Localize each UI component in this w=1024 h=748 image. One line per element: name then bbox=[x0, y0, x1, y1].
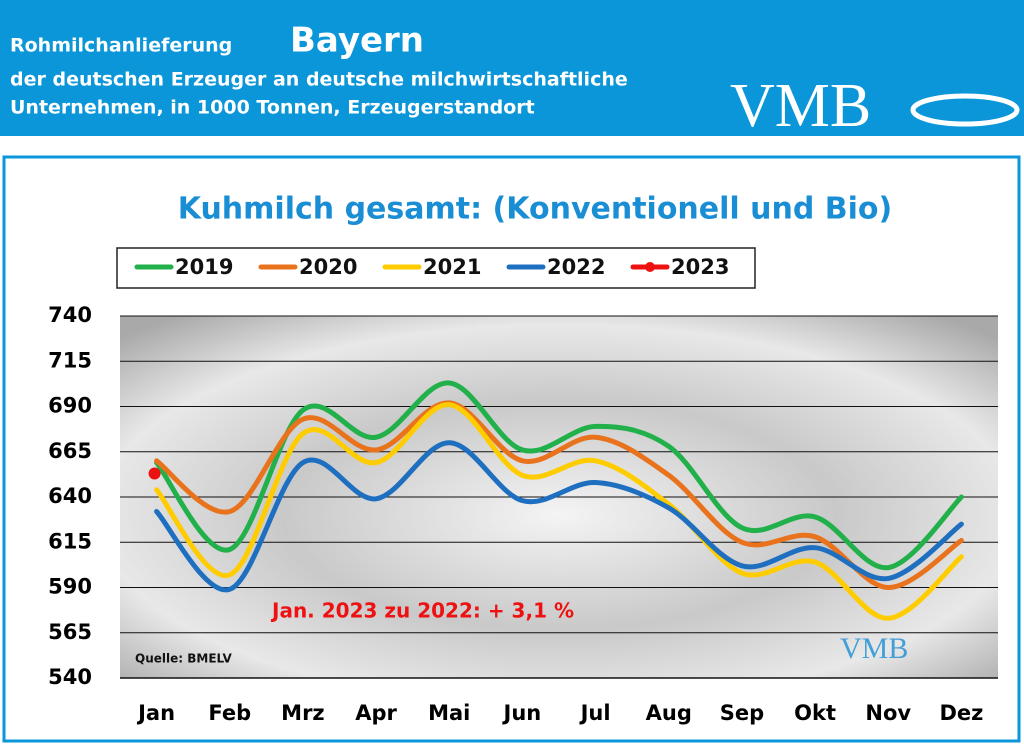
x-tick-label: Jul bbox=[579, 701, 611, 725]
legend-label: 2021 bbox=[423, 255, 481, 279]
x-tick-label: Sep bbox=[720, 701, 764, 725]
watermark-logo: VMB bbox=[840, 632, 908, 665]
series-line bbox=[154, 402, 964, 621]
header-title-region: Bayern bbox=[290, 21, 424, 61]
logo-swirl bbox=[910, 93, 1020, 127]
x-tick-label: Aug bbox=[646, 701, 692, 725]
header-subtitle: der deutschen Erzeuger an deutsche milch… bbox=[10, 69, 628, 91]
x-tick-label: Jan bbox=[136, 701, 175, 725]
x-tick-label: Feb bbox=[208, 701, 251, 725]
chart-title: Kuhmilch gesamt: (Konventionell und Bio) bbox=[178, 192, 893, 227]
annotation: Jan. 2023 zu 2022: + 3,1 % bbox=[270, 599, 574, 623]
y-tick-label: 690 bbox=[48, 394, 92, 418]
header-subtitle: Unternehmen, in 1000 Tonnen, Erzeugersta… bbox=[10, 97, 535, 119]
data-point bbox=[148, 467, 161, 480]
y-tick-label: 715 bbox=[48, 348, 92, 372]
series-line bbox=[154, 400, 964, 591]
legend-label: 2020 bbox=[299, 255, 357, 279]
x-tick-label: Jun bbox=[502, 701, 542, 725]
header-band bbox=[0, 0, 1024, 136]
legend-label: 2019 bbox=[175, 255, 233, 279]
x-tick-label: Okt bbox=[794, 701, 836, 725]
y-tick-label: 590 bbox=[48, 575, 92, 599]
source: Quelle: BMELV bbox=[135, 652, 233, 666]
y-tick-label: 615 bbox=[48, 529, 92, 553]
header-title-prefix: Rohmilchanlieferung bbox=[10, 35, 232, 57]
y-tick-label: 740 bbox=[48, 303, 92, 327]
x-tick-label: Nov bbox=[865, 701, 911, 725]
x-tick-label: Apr bbox=[355, 701, 397, 725]
series-line bbox=[154, 380, 964, 571]
legend-label: 2022 bbox=[547, 255, 605, 279]
legend-marker bbox=[645, 262, 655, 272]
x-tick-label: Mai bbox=[428, 701, 470, 725]
logo: VMB bbox=[730, 72, 871, 140]
y-tick-label: 665 bbox=[48, 439, 92, 463]
y-tick-label: 565 bbox=[48, 620, 92, 644]
x-tick-label: Mrz bbox=[281, 701, 324, 725]
series-line bbox=[154, 440, 964, 593]
legend-label: 2023 bbox=[671, 255, 729, 279]
y-tick-label: 640 bbox=[48, 484, 92, 508]
x-tick-label: Dez bbox=[939, 701, 983, 725]
y-tick-label: 540 bbox=[48, 665, 92, 689]
